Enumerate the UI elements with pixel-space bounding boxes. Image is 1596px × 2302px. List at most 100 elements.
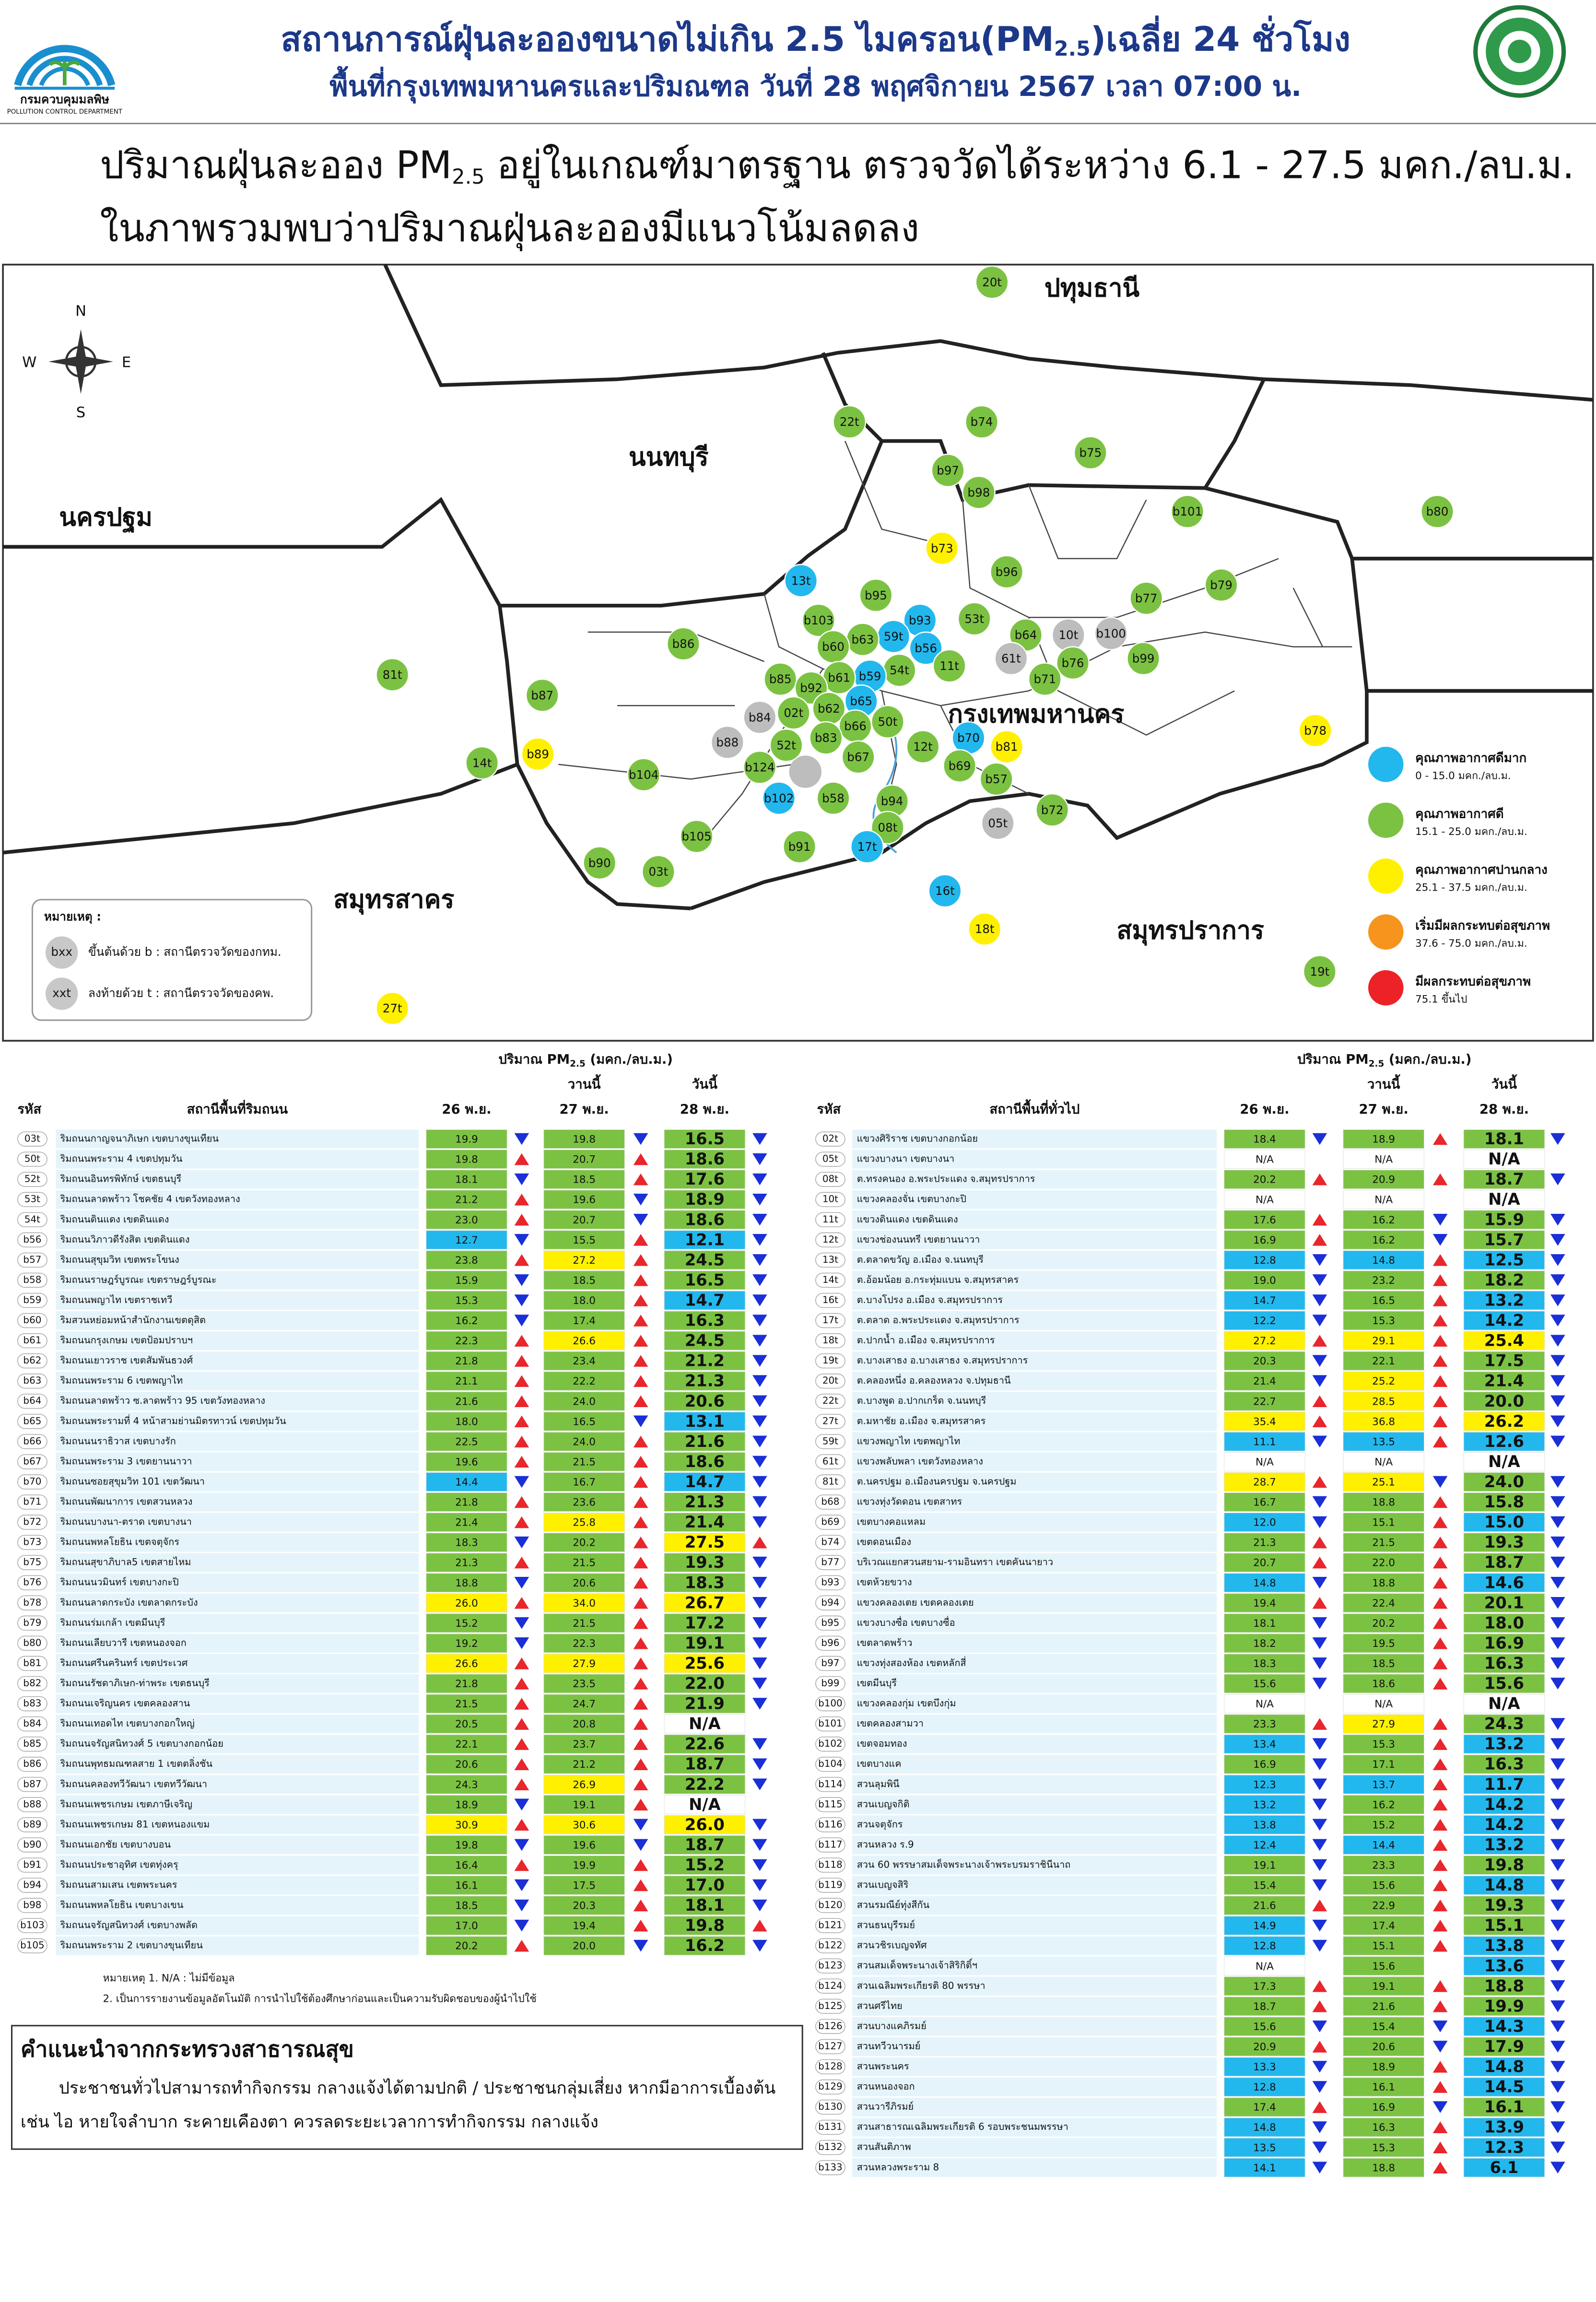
trend-arrow	[633, 1597, 648, 1609]
station-name: ต.คลองหนึ่ง อ.คลองหลวง จ.ปทุมธานี	[857, 1374, 1011, 1386]
value-cell	[543, 1411, 625, 1431]
value-cell	[426, 1856, 507, 1875]
station-marker	[841, 740, 875, 774]
name-cell	[852, 2098, 1217, 2117]
name-cell	[852, 1190, 1217, 1209]
station-label: b91	[788, 840, 811, 854]
trend-arrow	[1312, 1758, 1327, 1770]
value-cell	[664, 1815, 746, 1834]
value-cell	[1463, 1492, 1545, 1512]
trend-arrow	[1550, 1415, 1565, 1428]
note-text: ขึ้นต้นด้วย b : สถานีตรวจวัดของกทม.	[88, 943, 282, 959]
date-header: 26 พ.ย.	[1240, 1101, 1289, 1117]
value: 16.9	[1484, 1633, 1524, 1652]
province-label: นครปฐม	[59, 503, 153, 533]
value: 12.8	[1253, 1940, 1276, 1952]
station-marker	[784, 564, 818, 598]
code-chip	[815, 1555, 845, 1570]
code-chip	[17, 1817, 47, 1832]
value: 13.2	[1253, 1799, 1276, 1811]
value-cell	[543, 1230, 625, 1250]
value: 14.2	[1484, 1815, 1524, 1834]
name-cell	[852, 1896, 1217, 1915]
name-cell	[852, 2158, 1217, 2177]
code-chip	[815, 1716, 845, 1732]
value-cell	[426, 1331, 507, 1351]
value: 19.1	[685, 1633, 725, 1652]
station-marker	[1420, 494, 1454, 529]
station-code: 17t	[822, 1315, 838, 1326]
trend-arrow	[1550, 1798, 1565, 1811]
station-name: ริมถนนกรุงเกษม เขตป้อมปราบฯ	[60, 1335, 193, 1346]
value: 22.5	[455, 1436, 478, 1448]
station-label: 50t	[878, 715, 898, 729]
station-name: ริมถนนพระราม 3 เขตยานนาวา	[60, 1456, 192, 1467]
title: สถานการณ์ฝุ่นละอองขนาดไม่เกิน 2.5 ไมครอน…	[281, 15, 1350, 60]
station-name: ริมถนนสุขุมวิท เขตพระโขนง	[60, 1254, 179, 1266]
station-code: b76	[23, 1577, 41, 1588]
station-marker	[965, 405, 998, 439]
value: 17.3	[1253, 1981, 1276, 1993]
value: 14.3	[1484, 2017, 1524, 2035]
station-code: b71	[23, 1496, 41, 1507]
station-code: b68	[821, 1496, 839, 1507]
station-label: b65	[850, 694, 872, 708]
code-chip	[815, 1414, 845, 1429]
value: 20.9	[1372, 1174, 1395, 1186]
value-cell	[1463, 1714, 1545, 1734]
trend-arrow	[514, 1576, 529, 1589]
trend-arrow	[1312, 1819, 1327, 1831]
value: 24.5	[685, 1331, 725, 1350]
station-label: b71	[1033, 672, 1056, 686]
value-cell	[1463, 1916, 1545, 1936]
trend-arrow	[633, 1153, 648, 1165]
station-name: เขตจอมทอง	[857, 1738, 907, 1749]
code-chip	[815, 1736, 845, 1752]
station-name: ริมถนนสุขาภิบาล5 เขตสายไหม	[60, 1557, 191, 1568]
advice-title: คำแนะนำจากกระทรวงสาธารณสุข	[21, 2036, 354, 2063]
code-chip	[17, 1333, 47, 1349]
trend-arrow	[633, 1435, 648, 1448]
value: 36.8	[1372, 1416, 1395, 1428]
code-chip	[815, 1958, 845, 1973]
station-name: ริมถนนจรัญสนิทวงศ์ เขตบางพลัด	[60, 1920, 198, 1931]
value-cell	[426, 1452, 507, 1471]
value: 18.7	[1253, 2001, 1276, 2013]
name-cell	[852, 1392, 1217, 1411]
name-cell	[56, 1916, 419, 1935]
value-cell	[426, 1936, 507, 1956]
date-header: 27 พ.ย.	[1359, 1101, 1408, 1117]
name-cell	[56, 1533, 419, 1552]
value-cell	[543, 1533, 625, 1552]
value-cell	[426, 1391, 507, 1411]
value-cell	[1343, 1411, 1424, 1431]
value-cell	[426, 1129, 507, 1149]
col-header: สถานีพื้นที่ทั่วไป	[989, 1099, 1080, 1117]
value: 18.6	[685, 1150, 725, 1168]
station-name: ริมถนนเลียบวารี เขตหนองจอก	[60, 1637, 186, 1648]
value: 23.6	[573, 1497, 596, 1509]
value: 22.9	[1372, 1900, 1395, 1912]
name-cell	[56, 1351, 419, 1371]
value: 12.3	[1253, 1779, 1276, 1791]
value-cell	[1343, 1210, 1424, 1230]
name-cell	[852, 1997, 1217, 2016]
station-code: b81	[23, 1657, 41, 1668]
name-cell	[56, 1613, 419, 1633]
station-code: b97	[821, 1657, 839, 1668]
value-cell	[664, 1351, 746, 1371]
value-cell	[664, 1331, 746, 1351]
value-cell	[426, 1230, 507, 1250]
trend-arrow	[752, 1274, 767, 1286]
name-cell	[852, 1472, 1217, 1492]
name-cell	[852, 1533, 1217, 1552]
station-label: 54t	[890, 663, 909, 677]
trend-arrow	[633, 1234, 648, 1246]
value: 16.5	[685, 1270, 725, 1289]
trend-arrow	[752, 1435, 767, 1448]
value-cell	[664, 1654, 746, 1673]
pm-header-sub: 2.5	[570, 1059, 586, 1069]
trend-arrow	[514, 1153, 529, 1165]
value-cell	[1224, 1210, 1305, 1230]
